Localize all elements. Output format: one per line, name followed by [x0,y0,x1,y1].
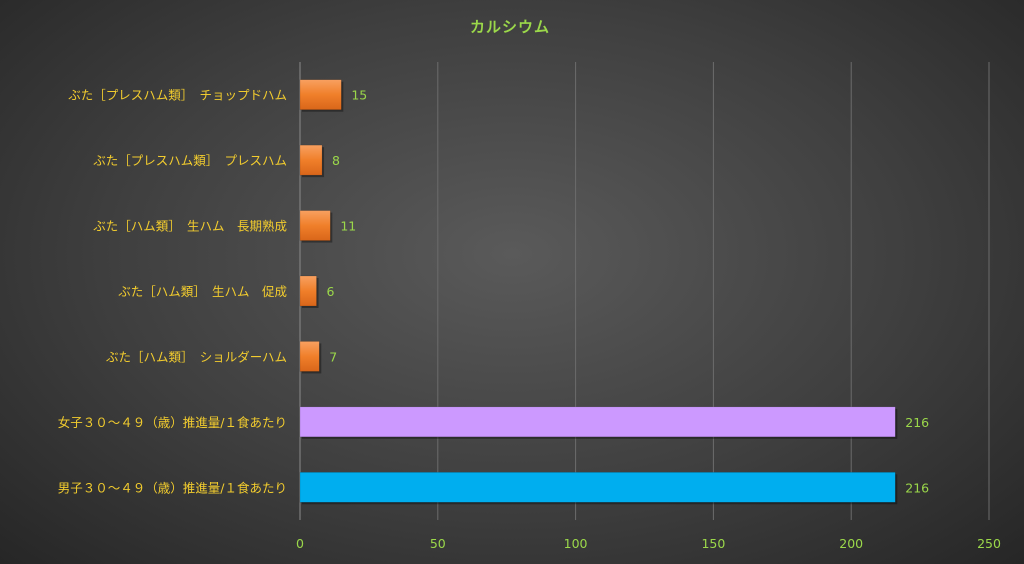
bar [299,79,342,110]
bars: 15 8 11 6 7 216 216 [299,79,929,505]
bar [299,144,323,176]
data-label: 216 [905,480,929,495]
category-label: ぶた［プレスハム類］ チョップドハム [68,88,287,103]
bar [299,406,896,438]
category-label: ぶた［ハム類］ ショルダーハム [106,349,287,364]
category-label: 男子３０～４９（歳）推進量/１食あたり [58,480,287,495]
data-label: 8 [332,153,340,168]
bar [299,275,317,307]
data-label: 11 [340,219,356,234]
x-tick-label: 50 [430,536,446,551]
category-label: 女子３０～４９（歳）推進量/１食あたり [58,415,287,430]
gridlines [299,62,990,520]
x-tick-label: 200 [839,536,863,551]
x-axis-ticks: 0 50 100 150 200 250 [296,536,1001,551]
bar [299,472,896,503]
bar [299,210,331,241]
chart-title: カルシウム [470,18,550,36]
category-label: ぶた［ハム類］ 生ハム 促成 [118,284,287,299]
x-tick-label: 100 [564,536,588,551]
x-tick-label: 250 [977,536,1001,551]
x-tick-label: 0 [296,536,304,551]
data-label: 6 [327,284,335,299]
x-tick-label: 150 [701,536,725,551]
data-label: 216 [905,415,929,430]
category-label: ぶた［ハム類］ 生ハム 長期熟成 [93,219,287,234]
category-label: ぶた［プレスハム類］ プレスハム [93,153,287,168]
data-label: 15 [351,88,367,103]
data-label: 7 [329,349,337,364]
bar [299,341,320,372]
